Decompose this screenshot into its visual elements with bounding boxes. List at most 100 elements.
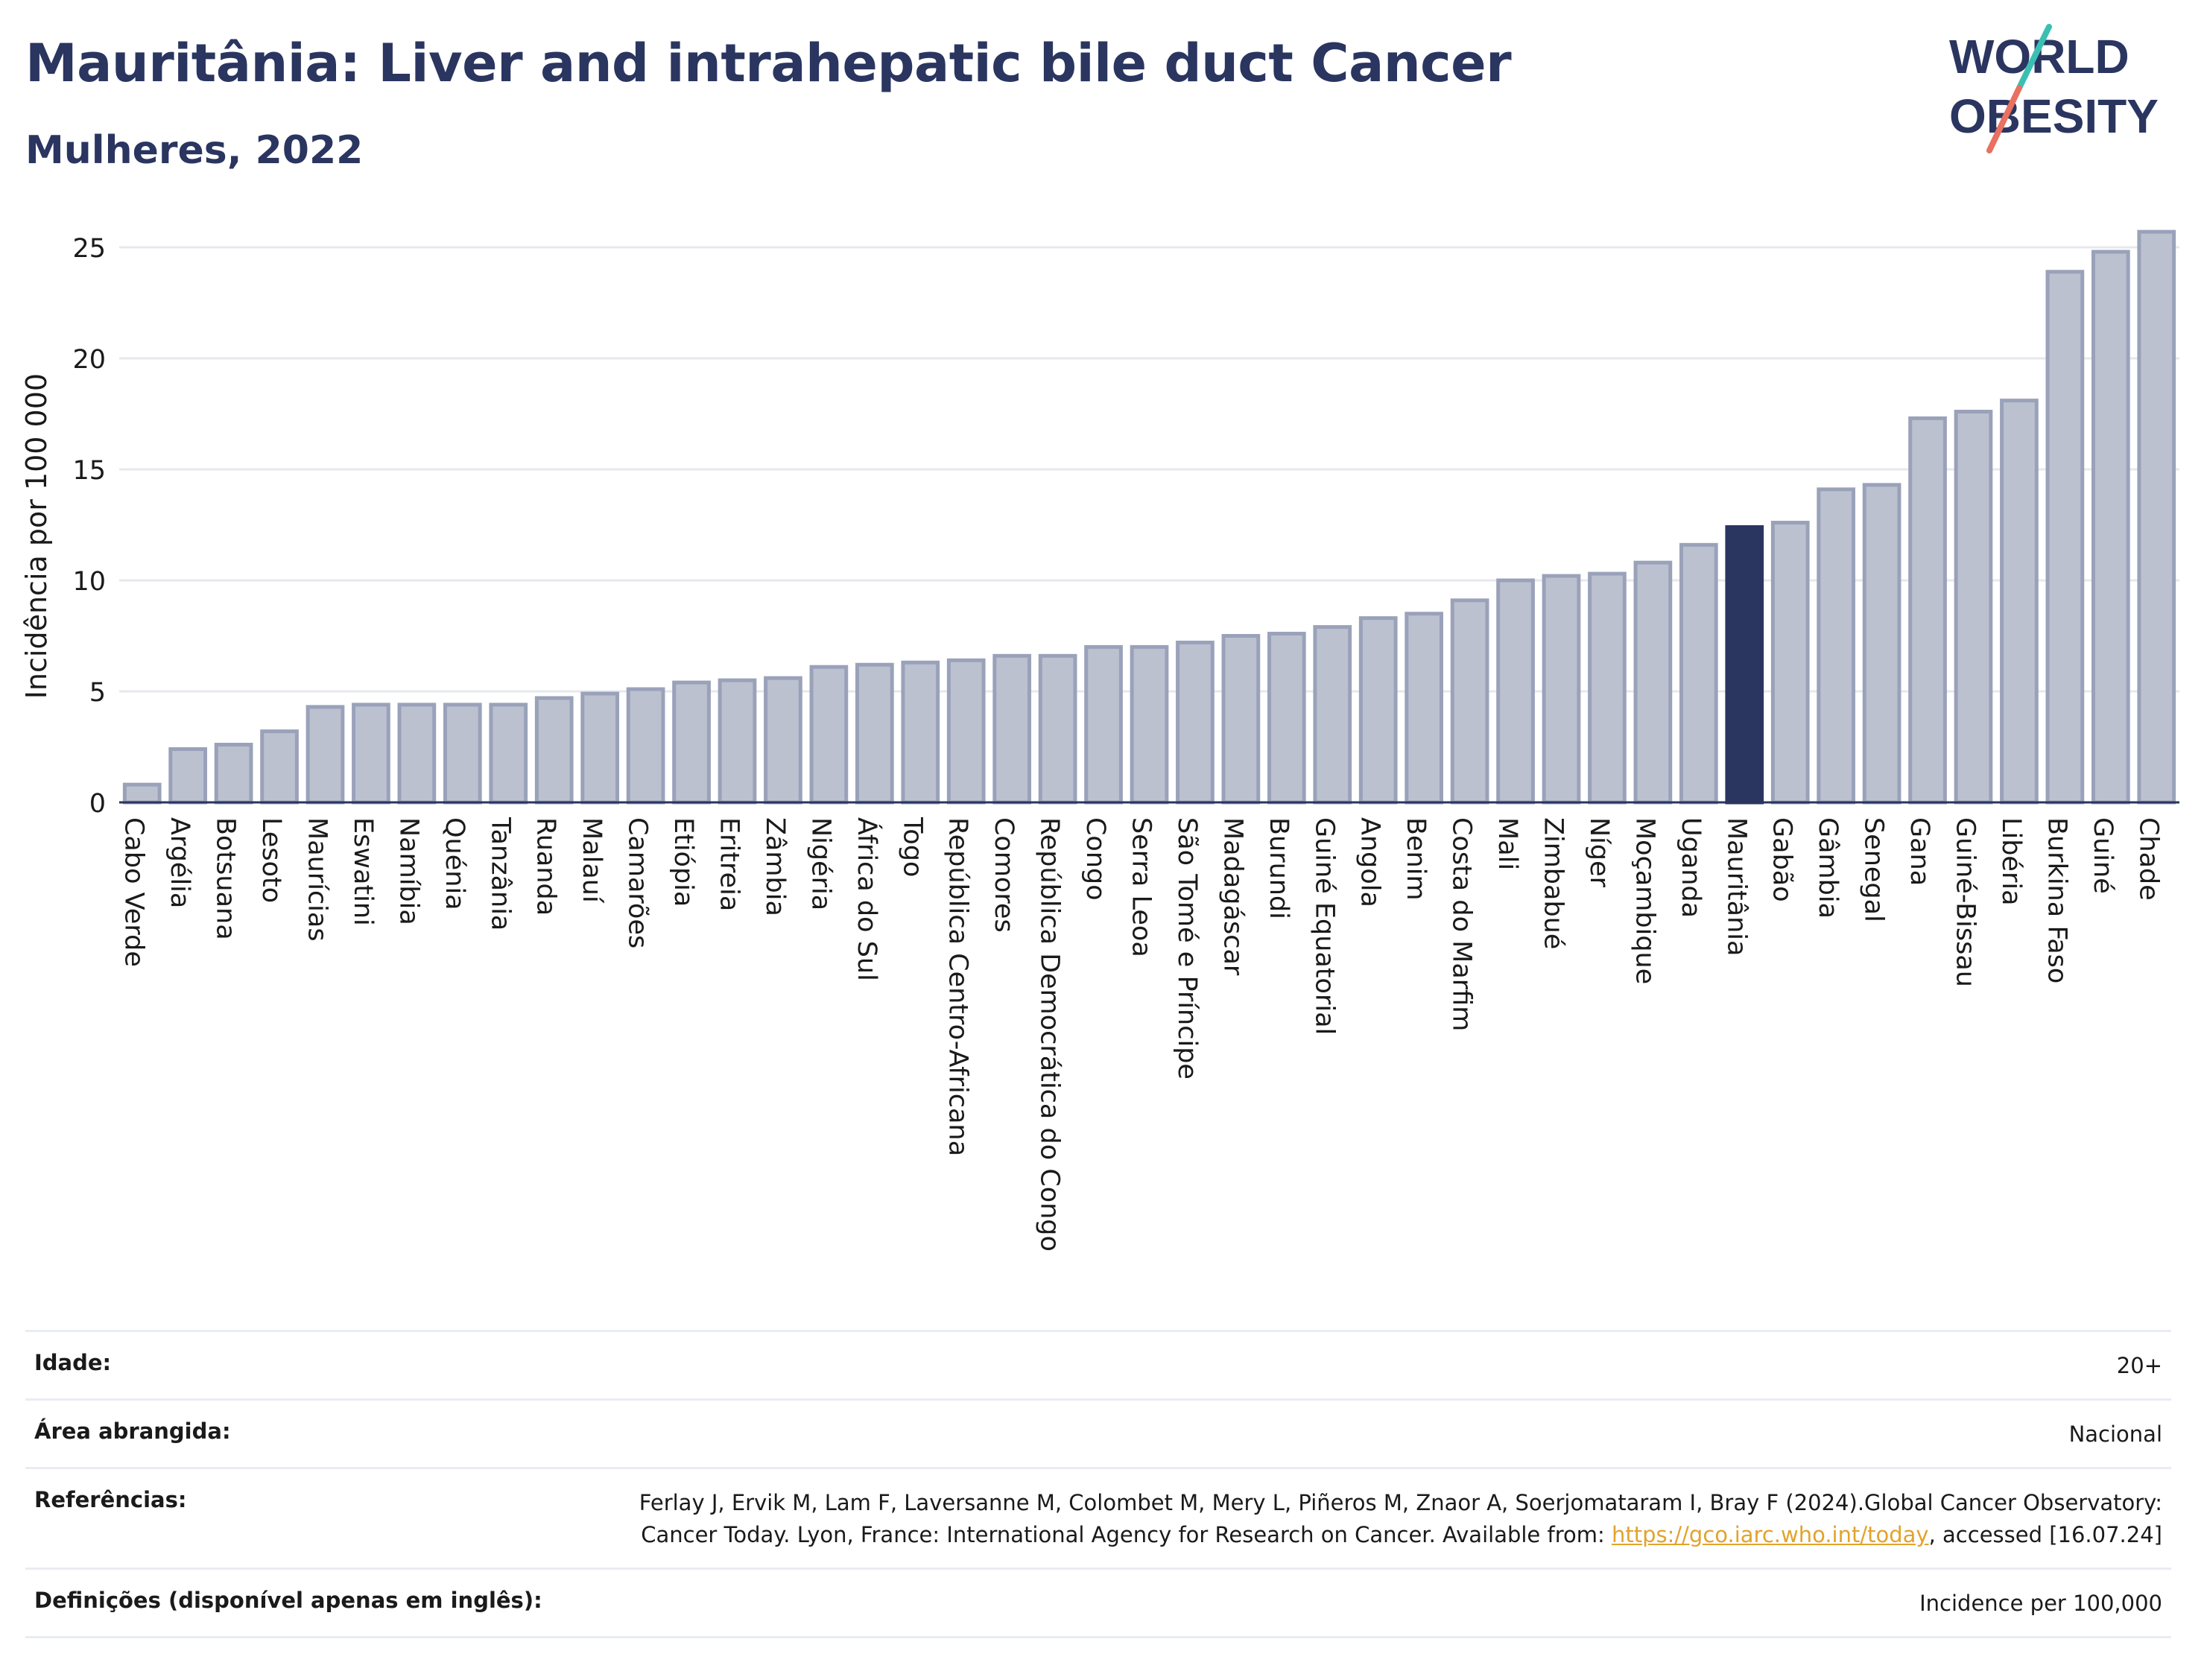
area-label: Área abrangida: [34, 1419, 231, 1444]
x-tick-label: Togo [897, 817, 927, 877]
page-title: Mauritânia: Liver and intrahepatic bile … [25, 33, 1512, 94]
logo-line-2: OBESITY [1949, 89, 2159, 143]
x-tick-label: Lesoto [256, 817, 286, 903]
x-tick-label: Senegal [1859, 817, 1889, 922]
x-tick-label: Guiné [2088, 817, 2118, 894]
x-tick-label: República Democrática do Congo [1035, 817, 1065, 1252]
bars [122, 229, 2176, 805]
bar [1130, 644, 1169, 805]
x-axis-labels: Cabo Verde Argélia Botsuana Lesoto Maurícias… [119, 817, 2164, 1252]
bar [992, 653, 1032, 805]
x-tick-label: Zimbabué [1539, 817, 1568, 949]
x-tick-label: Maurícias [303, 817, 332, 942]
x-tick-label: Comores [989, 817, 1019, 933]
bar [580, 691, 620, 805]
area-value: Nacional [2068, 1421, 2162, 1447]
x-tick-label: Ruanda [531, 817, 561, 916]
x-tick-label: Níger [1584, 817, 1614, 888]
bar [1084, 644, 1123, 805]
x-tick-label: Camarões [623, 817, 653, 948]
x-tick-label: Guiné-Bissau [1951, 817, 1980, 987]
x-tick-label: Argélia [165, 817, 194, 908]
y-axis-title: Incidência por 100 000 [20, 373, 53, 699]
age-value: 20+ [2116, 1353, 2162, 1378]
x-tick-label: Serra Leoa [1127, 817, 1156, 957]
meta-row-references: Referências: Ferlay J, Ervik M, Lam F, L… [25, 1467, 2171, 1568]
bar [305, 705, 345, 805]
x-tick-label: Gabão [1767, 817, 1797, 902]
x-tick-label: Burkina Faso [2042, 817, 2071, 983]
bar [352, 703, 390, 805]
bar [397, 703, 437, 805]
meta-row-area: Área abrangida: Nacional [25, 1398, 2171, 1467]
x-tick-label: Guiné Equatorial [1309, 817, 1339, 1035]
metadata-table: Idade: 20+ Área abrangida: Nacional Refe… [25, 1330, 2171, 1638]
bar [718, 678, 757, 805]
y-tick-label: 10 [72, 567, 106, 597]
logo-slash-teal [2016, 24, 2052, 91]
bar [214, 743, 253, 805]
references-value: Ferlay J, Ervik M, Lam F, Laversanne M, … [560, 1487, 2162, 1551]
bar [946, 658, 986, 805]
x-tick-label: Chade [2133, 817, 2163, 901]
x-tick-label: Burundi [1264, 817, 1293, 919]
bar [1770, 521, 1810, 805]
x-tick-label: Mali [1492, 817, 1522, 870]
x-tick-label: Gâmbia [1813, 817, 1843, 919]
y-tick-label: 0 [89, 789, 106, 819]
bar [260, 729, 299, 805]
x-tick-label: Namíbia [393, 817, 423, 925]
bar [443, 703, 482, 805]
x-tick-label: República Centro-Africana [943, 817, 973, 1156]
bar-chart: 0 5 10 15 20 25 Cabo Verde Argélia Botsuana Leso… [20, 229, 2179, 1252]
bar [2137, 229, 2176, 805]
x-tick-label: Zâmbia [760, 817, 790, 916]
x-tick-label: Botsuana [211, 817, 241, 940]
x-tick-label: Quénia [440, 817, 469, 910]
references-tail: , accessed [16.07.24] [1928, 1522, 2162, 1547]
bar [764, 676, 802, 805]
bar [1313, 625, 1352, 805]
bar [855, 662, 894, 805]
bar [1679, 542, 1718, 805]
bar [809, 665, 849, 805]
bar [534, 696, 574, 805]
world-obesity-logo: WORLD OBESITY [1949, 24, 2159, 153]
x-tick-label: Eswatini [348, 817, 378, 926]
meta-row-definitions: Definições (disponível apenas em inglês)… [25, 1568, 2171, 1638]
x-tick-label: Moçambique [1630, 817, 1659, 984]
meta-row-age: Idade: 20+ [25, 1330, 2171, 1398]
bar [122, 782, 162, 805]
references-text: Ferlay J, Ervik M, Lam F, Laversanne M, … [639, 1490, 2162, 1547]
bar [1633, 560, 1673, 805]
bar [672, 680, 711, 805]
bar [2045, 270, 2085, 805]
x-tick-label: Tanzânia [485, 817, 515, 931]
bar [626, 687, 665, 805]
x-tick-label: Libéria [1996, 817, 2026, 906]
x-tick-label: Malauí [577, 817, 607, 904]
bar [1588, 571, 1627, 805]
logo-slash-coral [1986, 85, 2022, 153]
bar [901, 660, 940, 805]
bar [2000, 399, 2039, 805]
x-tick-label: Madagáscar [1217, 817, 1247, 976]
x-tick-label: Mauritânia [1721, 817, 1751, 956]
references-link[interactable]: https://gco.iarc.who.int/today [1611, 1522, 1929, 1547]
x-tick-label: Gana [1904, 817, 1934, 886]
x-tick-label: Benim [1401, 817, 1431, 901]
bar [1176, 640, 1215, 805]
x-tick-label: Costa do Marfim [1447, 817, 1477, 1031]
bar [1908, 416, 1947, 805]
bar [1496, 578, 1535, 805]
x-tick-label: São Tomé e Príncipe [1172, 817, 1202, 1080]
logo-line-1: WORLD [1949, 30, 2129, 83]
y-tick-label: 5 [89, 678, 106, 708]
x-tick-label: Congo [1080, 817, 1110, 901]
x-tick-label: Nigéria [805, 817, 835, 910]
x-tick-label: Eritreia [715, 817, 744, 911]
bar [1954, 410, 1993, 805]
x-tick-label: Cabo Verde [119, 817, 149, 967]
y-tick-label: 15 [72, 456, 106, 486]
definitions-label: Definições (disponível apenas em inglês)… [34, 1588, 542, 1613]
